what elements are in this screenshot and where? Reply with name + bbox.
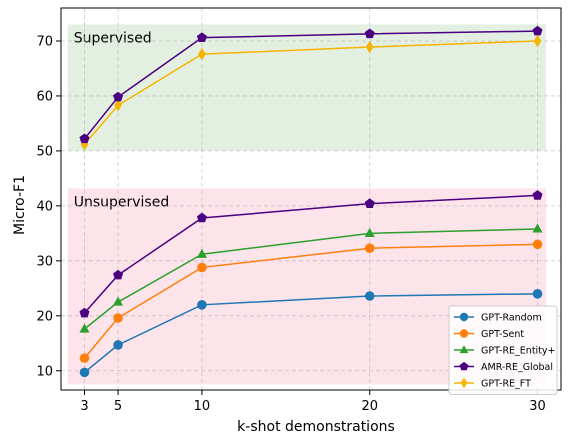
series-0-point-0 [79, 367, 90, 378]
shaded-regions: Supervised Unsupervised [67, 24, 546, 385]
series-0-point-4 [532, 289, 543, 299]
series-5-point-1 [113, 91, 124, 102]
legend-label-1: GPT-Sent [481, 329, 524, 340]
x-tick-label-3: 3 [80, 399, 88, 414]
y-tick-label-30: 30 [36, 254, 53, 269]
legend-marker-2 [459, 345, 469, 354]
legend-label-3: AMR-RE_Global [481, 362, 553, 373]
series-4-point-3 [365, 40, 374, 54]
series-2-point-0 [79, 323, 90, 333]
series-5-point-2 [196, 32, 207, 42]
legend-box [448, 305, 558, 395]
y-tick-label-50: 50 [36, 144, 53, 159]
x-tick-label-30: 30 [529, 399, 546, 414]
series-5-point-3 [364, 28, 375, 39]
x-tick-label-10: 10 [194, 399, 211, 414]
legend: GPT-Random GPT-Sent GPT-RE_Entity+ AMR-RE_G… [448, 305, 558, 395]
region-label-0: Supervised [74, 30, 152, 46]
legend-marker-0 [459, 312, 469, 322]
y-tick-label-70: 70 [36, 34, 53, 49]
series-3-point-2 [196, 212, 207, 223]
series-0-point-2 [197, 300, 207, 310]
series-lines [79, 25, 543, 378]
legend-marker-3 [459, 361, 469, 371]
x-tick-label-20: 20 [361, 399, 378, 414]
x-axis-label: k-shot demonstrations [237, 419, 395, 435]
series-4-point-2 [198, 47, 206, 61]
x-tick-label-5: 5 [114, 399, 122, 414]
series-2-point-3 [364, 227, 375, 237]
y-axis-label: Micro-F1 [12, 175, 28, 235]
legend-marker-4 [460, 377, 468, 389]
y-tick-label-60: 60 [36, 89, 53, 104]
axes: 3 5 10 20 30 10 20 30 40 50 60 70 [36, 7, 562, 414]
series-1-point-0 [79, 353, 90, 363]
series-2-point-1 [113, 296, 124, 306]
region-label-1: Unsupervised [74, 194, 170, 210]
series-3-point-0 [79, 307, 90, 318]
series-3-point-4 [532, 190, 543, 200]
series-4-point-1 [114, 99, 122, 112]
series-2-point-4 [532, 223, 543, 233]
series-3-point-1 [113, 269, 124, 280]
legend-marker-1 [459, 329, 469, 338]
series-3-point-3 [364, 198, 375, 208]
y-tick-label-20: 20 [36, 309, 53, 324]
series-1-point-2 [197, 262, 207, 273]
plot-frame [60, 7, 562, 391]
legend-label-4: GPT-RE_FT [481, 379, 531, 390]
y-tick-label-10: 10 [36, 364, 53, 379]
y-tick-label-40: 40 [36, 199, 53, 214]
series-5-point-0 [79, 133, 90, 144]
series-2-point-2 [196, 248, 207, 258]
series-4-point-4 [533, 34, 542, 48]
series-1-point-3 [364, 243, 375, 253]
legend-label-2: GPT-RE_Entity+ [481, 346, 556, 357]
series-1-point-1 [113, 313, 123, 323]
series-5-point-4 [532, 25, 543, 36]
legend-label-0: GPT-Random [481, 313, 542, 324]
series-1-point-4 [532, 239, 543, 250]
series-0-point-1 [113, 340, 123, 350]
series-0-point-3 [364, 291, 375, 301]
